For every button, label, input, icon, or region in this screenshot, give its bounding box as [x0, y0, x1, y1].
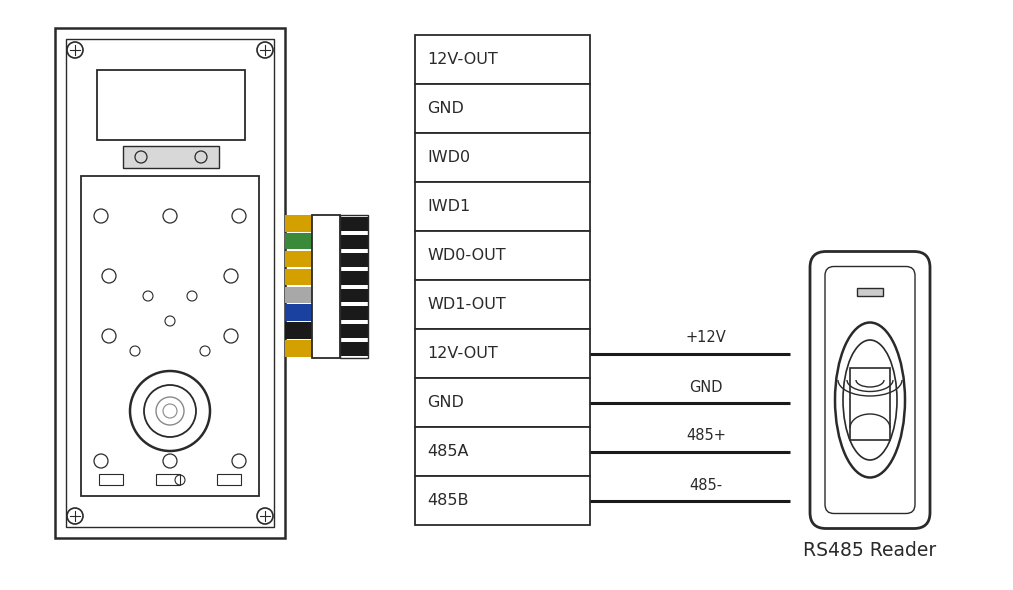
Ellipse shape — [843, 340, 897, 460]
Text: 12V-OUT: 12V-OUT — [427, 346, 497, 361]
Bar — [66, 39, 274, 527]
Bar — [340, 289, 368, 302]
Text: GND: GND — [689, 379, 722, 395]
Bar — [123, 146, 219, 168]
Bar — [312, 215, 340, 358]
Bar — [285, 322, 312, 339]
Bar — [340, 217, 368, 231]
FancyBboxPatch shape — [825, 267, 915, 513]
Bar — [156, 474, 180, 485]
Text: IWD0: IWD0 — [427, 150, 470, 165]
Bar — [415, 84, 590, 133]
Bar — [285, 251, 312, 267]
Text: 485-: 485- — [690, 477, 722, 493]
Bar — [850, 368, 890, 440]
Bar — [97, 70, 245, 140]
Ellipse shape — [835, 323, 905, 477]
Bar — [285, 268, 312, 285]
Bar — [55, 28, 285, 538]
Bar — [285, 340, 312, 357]
Bar — [340, 215, 368, 358]
Bar — [340, 342, 368, 356]
Bar — [415, 182, 590, 231]
Bar — [285, 215, 312, 232]
Bar — [415, 280, 590, 329]
Text: GND: GND — [427, 395, 464, 410]
Text: 12V-OUT: 12V-OUT — [427, 52, 497, 67]
Bar — [285, 304, 312, 321]
Bar — [340, 324, 368, 338]
Bar — [340, 253, 368, 267]
Bar — [340, 306, 368, 320]
Bar — [415, 476, 590, 525]
Text: GND: GND — [427, 101, 464, 116]
Text: RS485 Reader: RS485 Reader — [803, 541, 937, 560]
Text: WD0-OUT: WD0-OUT — [427, 248, 505, 263]
Bar — [415, 231, 590, 280]
Bar — [415, 133, 590, 182]
Bar — [415, 378, 590, 427]
FancyBboxPatch shape — [810, 251, 930, 529]
Bar — [81, 176, 259, 496]
Bar — [340, 235, 368, 249]
Bar — [99, 474, 123, 485]
Text: 485+: 485+ — [686, 428, 726, 444]
Text: 485A: 485A — [427, 444, 468, 459]
Bar — [285, 233, 312, 250]
Text: WD1-OUT: WD1-OUT — [427, 297, 505, 312]
Text: IWD1: IWD1 — [427, 199, 470, 214]
Bar — [340, 271, 368, 284]
Bar — [217, 474, 241, 485]
Bar — [415, 35, 590, 84]
Text: +12V: +12V — [686, 330, 726, 346]
Bar — [285, 287, 312, 303]
Text: 485B: 485B — [427, 493, 468, 508]
Bar — [857, 287, 883, 296]
Bar — [415, 329, 590, 378]
Bar — [415, 427, 590, 476]
